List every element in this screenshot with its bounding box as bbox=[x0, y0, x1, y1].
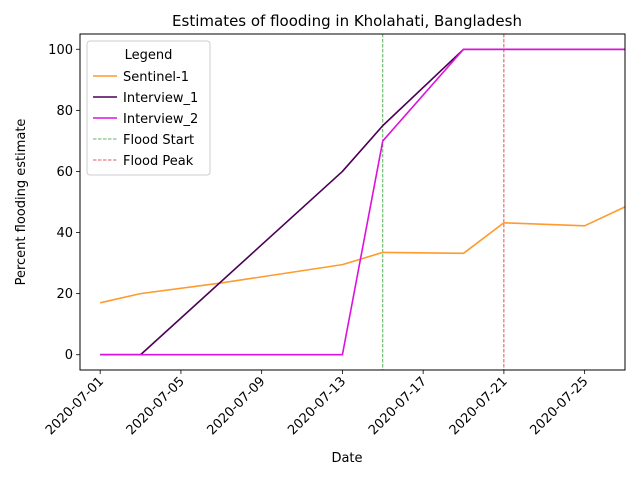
chart-title: Estimates of flooding in Kholahati, Bang… bbox=[172, 12, 522, 30]
x-tick-label: 2020-07-17 bbox=[366, 374, 430, 438]
y-tick-label: 80 bbox=[56, 104, 73, 119]
legend-box bbox=[86, 40, 211, 176]
y-tick-label: 20 bbox=[56, 287, 73, 302]
x-tick-label: 2020-07-21 bbox=[447, 374, 511, 438]
y-axis-label: Percent flooding estimate bbox=[14, 119, 29, 286]
x-tick-label: 2020-07-09 bbox=[204, 374, 268, 438]
y-tick-label: 40 bbox=[56, 226, 73, 241]
x-axis-label: Date bbox=[331, 451, 362, 466]
series-line-interview-2 bbox=[100, 48, 625, 356]
y-tick-label: 60 bbox=[56, 165, 73, 180]
legend-entry-label: Flood Peak bbox=[123, 154, 194, 169]
legend-entry-label: Flood Start bbox=[123, 133, 194, 148]
legend-title: Legend bbox=[125, 48, 173, 63]
legend-entry-label: Interview_1 bbox=[123, 91, 198, 106]
x-tick-label: 2020-07-25 bbox=[527, 374, 591, 438]
plot-frame bbox=[79, 33, 626, 371]
legend-entry-label: Interview_2 bbox=[123, 112, 198, 127]
x-tick-label: 2020-07-01 bbox=[43, 374, 107, 438]
plot-area bbox=[100, 34, 626, 370]
y-tick-label: 0 bbox=[65, 348, 73, 363]
y-tick-label: 100 bbox=[48, 43, 73, 58]
x-tick-label: 2020-07-13 bbox=[285, 374, 349, 438]
x-tick-label: 2020-07-05 bbox=[124, 374, 188, 438]
series-line-sentinel-1 bbox=[100, 206, 626, 304]
legend: Legend Sentinel-1 Interview_1 Interview_2 Fl… bbox=[86, 40, 211, 176]
legend-entry-label: Sentinel-1 bbox=[123, 70, 189, 85]
